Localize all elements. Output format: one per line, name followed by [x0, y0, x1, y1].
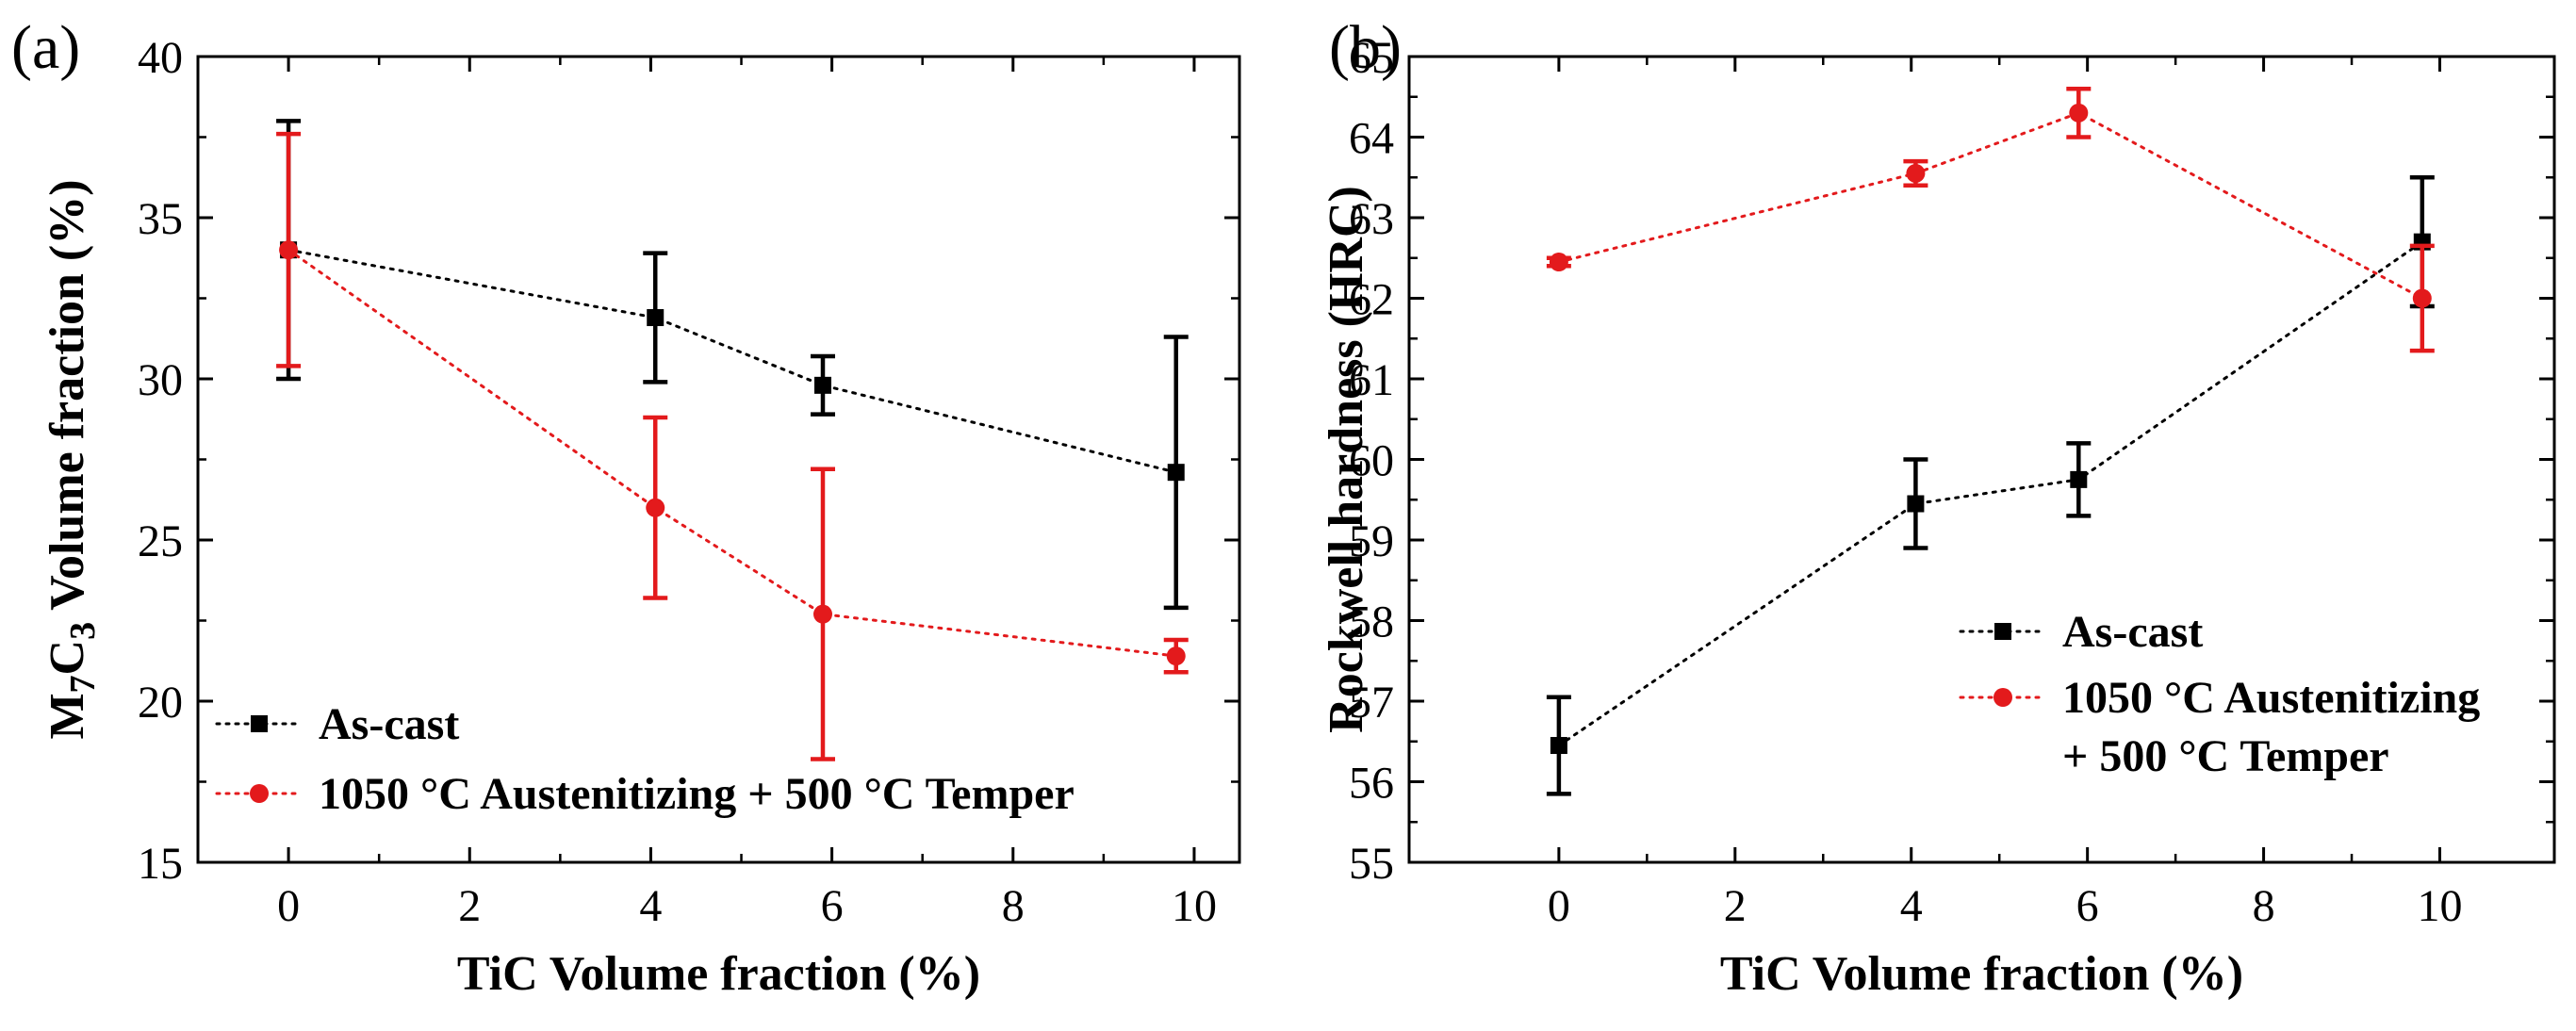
legend-label: As-cast: [319, 699, 459, 749]
y-tick-label: 65: [1349, 33, 1394, 83]
data-point: [646, 498, 665, 517]
data-point: [813, 604, 832, 624]
legend-label: + 500 °C Temper: [2062, 731, 2389, 781]
legend-marker: [1994, 688, 2012, 707]
legend-label: 1050 °C Austenitizing + 500 °C Temper: [319, 769, 1075, 819]
y-tick-label: 61: [1349, 355, 1394, 405]
x-tick-label: 2: [458, 881, 481, 931]
y-tick-label: 57: [1349, 678, 1394, 728]
y-axis-title-part: Volume fraction (%): [41, 179, 94, 621]
panel-label: (a): [11, 13, 80, 82]
x-tick-label: 10: [1172, 881, 1217, 931]
y-tick-label: 62: [1349, 275, 1394, 325]
data-point: [1906, 163, 1926, 183]
panel-label: (b): [1329, 13, 1402, 82]
y-tick-label: 64: [1349, 114, 1394, 164]
data-point: [1549, 253, 1568, 272]
x-axis-title: TiC Volume fraction (%): [457, 947, 980, 1001]
data-point: [1550, 737, 1567, 755]
x-tick-label: 6: [2076, 881, 2099, 931]
data-point: [2070, 470, 2088, 488]
legend-label: 1050 °C Austenitizing: [2062, 673, 2480, 723]
x-tick-label: 6: [821, 881, 844, 931]
y-tick-label: 30: [138, 355, 183, 405]
x-tick-label: 4: [1900, 881, 1923, 931]
x-tick-label: 0: [277, 881, 300, 931]
legend-marker: [251, 715, 268, 732]
y-tick-label: 20: [138, 678, 183, 728]
y-tick-label: 55: [1349, 839, 1394, 889]
data-point: [1166, 646, 1186, 666]
data-point: [2412, 288, 2432, 308]
y-axis-title-sub: 3: [63, 622, 103, 640]
y-axis-title: Rockwell hardness (HRC): [1320, 186, 1373, 733]
data-point: [814, 376, 831, 394]
y-axis-title-part: M: [41, 693, 94, 739]
y-axis-title: M7C3 Volume fraction (%): [41, 179, 103, 739]
data-point: [647, 309, 665, 327]
series-line-0: [287, 248, 1178, 474]
y-tick-label: 15: [138, 839, 183, 889]
y-tick-label: 59: [1349, 516, 1394, 566]
series-line-1: [1557, 111, 2424, 300]
data-point: [1167, 464, 1185, 482]
y-tick-label: 63: [1349, 194, 1394, 244]
y-tick-label: 25: [138, 516, 183, 566]
legend-marker: [1994, 623, 2011, 640]
x-axis-title: TiC Volume fraction (%): [1720, 947, 2243, 1001]
y-tick-label: 60: [1349, 436, 1394, 486]
x-tick-label: 0: [1548, 881, 1570, 931]
y-tick-label: 35: [138, 194, 183, 244]
data-point: [279, 240, 299, 260]
x-tick-label: 10: [2418, 881, 2463, 931]
y-tick-label: 40: [138, 33, 183, 83]
y-axis-title-part: C: [41, 640, 94, 676]
data-point: [2069, 103, 2089, 123]
x-tick-label: 8: [2253, 881, 2275, 931]
legend-label: As-cast: [2062, 607, 2203, 657]
x-tick-label: 2: [1724, 881, 1747, 931]
y-axis-title-sub: 7: [63, 675, 103, 693]
x-tick-label: 8: [1002, 881, 1025, 931]
y-tick-label: 56: [1349, 759, 1394, 809]
chart-panel-0: 0 2 4 6 8 10 15 20 25 30 35 40 TiC Volume fraction (…: [11, 13, 1241, 1001]
series-line-0: [1557, 240, 2424, 747]
chart-panel-1: 0 2 4 6 8 10 55 56 57 58 59 60 61 62 63 64 65 TiC Volume …: [1320, 13, 2556, 1001]
y-tick-label: 58: [1349, 597, 1394, 647]
x-tick-label: 4: [639, 881, 662, 931]
series-line-1: [287, 248, 1178, 658]
data-point: [1907, 495, 1925, 513]
legend-marker: [250, 784, 269, 803]
